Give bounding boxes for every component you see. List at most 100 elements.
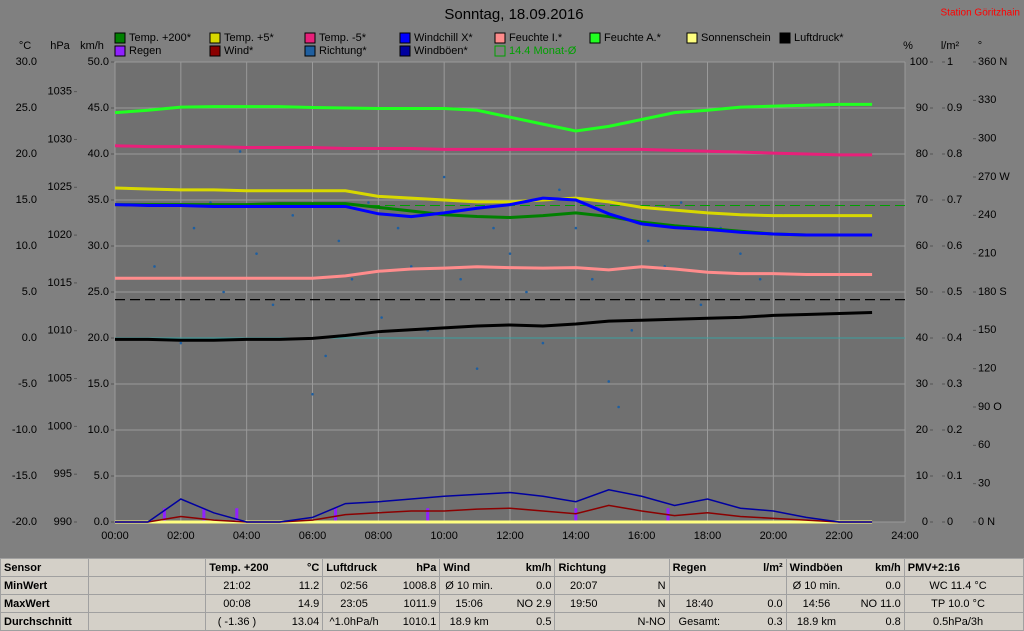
y-tick-label: 50 (916, 286, 928, 298)
y-tick-label: 0.6 (947, 240, 962, 252)
direction-point (699, 303, 703, 307)
table-cell: 15:06 (439, 594, 498, 613)
y-tick-label: 1000 (48, 420, 72, 432)
table-cell (668, 576, 730, 595)
y-tick-label: 300 (978, 133, 996, 145)
direction-point (475, 367, 479, 370)
legend-label: Windchill X* (414, 32, 473, 44)
y-tick-label: 40 (916, 332, 928, 344)
y-tick-label: 0.5 (947, 286, 962, 298)
legend-swatch (399, 32, 411, 44)
table-cell: 0.3 (729, 612, 787, 631)
header-cell: Richtung (554, 558, 613, 577)
row-label: Durchschnitt (0, 612, 90, 631)
header-unit: km/h (846, 558, 905, 577)
legend-label: Windböen* (414, 45, 469, 57)
axis-label: ° (978, 40, 982, 52)
table-header: Sensor Temp. +200 °C Luftdruck hPa Wind km/h Ri… (0, 558, 1024, 577)
header-unit: °C (267, 558, 324, 577)
direction-point (179, 341, 183, 345)
header-unit (612, 558, 670, 577)
table-cell: 14.9 (267, 594, 324, 613)
y-tick-label: 20 (916, 424, 928, 436)
table-cell: 11.2 (267, 576, 324, 595)
y-tick-label: 30 (978, 478, 990, 490)
y-tick-label: 1005 (48, 372, 72, 384)
direction-point (590, 277, 594, 281)
y-tick-label: 20.0 (16, 148, 37, 160)
table-cell: N (612, 576, 670, 595)
table-cell (1011, 594, 1024, 613)
legend-swatch (779, 32, 791, 44)
table-cell: 0.5 (497, 612, 556, 631)
axis-label: hPa (50, 40, 70, 52)
y-tick-label: 80 (916, 148, 928, 160)
blank-cell (88, 594, 207, 613)
y-tick-label: 1 (947, 56, 953, 68)
rain-bar (574, 508, 578, 522)
y-tick-label: 90 (916, 102, 928, 114)
direction-point (324, 354, 327, 358)
legend-swatch (304, 32, 316, 44)
legend-label: Luftdruck* (794, 32, 844, 44)
series-line (115, 504, 873, 523)
x-tick-label: 04:00 (233, 530, 261, 542)
x-tick-label: 08:00 (365, 530, 393, 542)
series-line (115, 489, 873, 523)
direction-point (607, 380, 611, 383)
x-tick-label: 14:00 (562, 530, 590, 542)
direction-point (409, 265, 413, 268)
series-line (114, 186, 873, 218)
y-tick-label: 60 (916, 240, 928, 252)
y-tick-label: 10.0 (16, 240, 37, 252)
y-tick-label: 0.7 (947, 194, 962, 206)
rain-bar (235, 508, 239, 522)
legend-swatch (494, 32, 506, 44)
y-tick-label: 0.1 (947, 470, 962, 482)
chart: Sonntag, 18.09.2016 Station Göritzhain 0… (12, 6, 1020, 542)
y-tick-label: 0.0 (22, 332, 37, 344)
table-cell: N-NO (612, 612, 670, 631)
legend-label: Temp. +200* (129, 32, 192, 44)
direction-point (459, 277, 462, 281)
y-tick-label: 15.0 (88, 378, 109, 390)
y-tick-label: 210 (978, 248, 996, 260)
y-tick-label: 20.0 (88, 332, 109, 344)
y-tick-label: 270 W (978, 171, 1010, 183)
table-cell: 13.04 (267, 612, 324, 631)
table-cell: 1010.1 (384, 612, 441, 631)
y-tick-label: 40.0 (88, 148, 109, 160)
y-tick-label: 1010 (48, 325, 72, 337)
table-cell: 0.0 (497, 576, 556, 595)
y-tick-label: 0 N (978, 516, 995, 528)
table-cell: WC 11.4 °C (903, 576, 1012, 595)
y-tick-label: 1025 (48, 181, 72, 193)
rain-bar (426, 508, 430, 522)
direction-point (311, 392, 314, 396)
y-tick-label: 0.8 (947, 148, 962, 160)
header-unit: hPa (384, 558, 441, 577)
direction-point (271, 303, 275, 307)
legend-label: Richtung* (319, 45, 367, 57)
y-tick-label: 240 (978, 209, 996, 221)
table-row: MinWert 21:02 11.2 02:56 1008.8 Ø 10 min. 0.0 2… (0, 576, 1024, 595)
blank-cell (88, 558, 207, 577)
direction-point (574, 226, 578, 230)
y-tick-label: 0 (922, 516, 928, 528)
x-tick-label: 16:00 (628, 530, 656, 542)
direction-point (380, 316, 383, 319)
x-tick-label: 06:00 (299, 530, 327, 542)
direction-point (255, 252, 258, 255)
y-tick-label: 10 (916, 470, 928, 482)
table-cell: 0.5hPa/3h (903, 612, 1012, 631)
table-cell: 1008.8 (384, 576, 441, 595)
summary-table: Sensor Temp. +200 °C Luftdruck hPa Wind km/h Ri… (0, 558, 1024, 631)
y-tick-label: 0.2 (947, 424, 962, 436)
y-tick-label: -15.0 (12, 470, 37, 482)
direction-point (350, 277, 354, 281)
table-cell: Gesamt: (668, 612, 730, 631)
table-cell: 00:08 (205, 594, 268, 613)
table-cell: 18.9 km (439, 612, 498, 631)
y-tick-label: 60 (978, 439, 990, 451)
direction-point (617, 405, 620, 409)
